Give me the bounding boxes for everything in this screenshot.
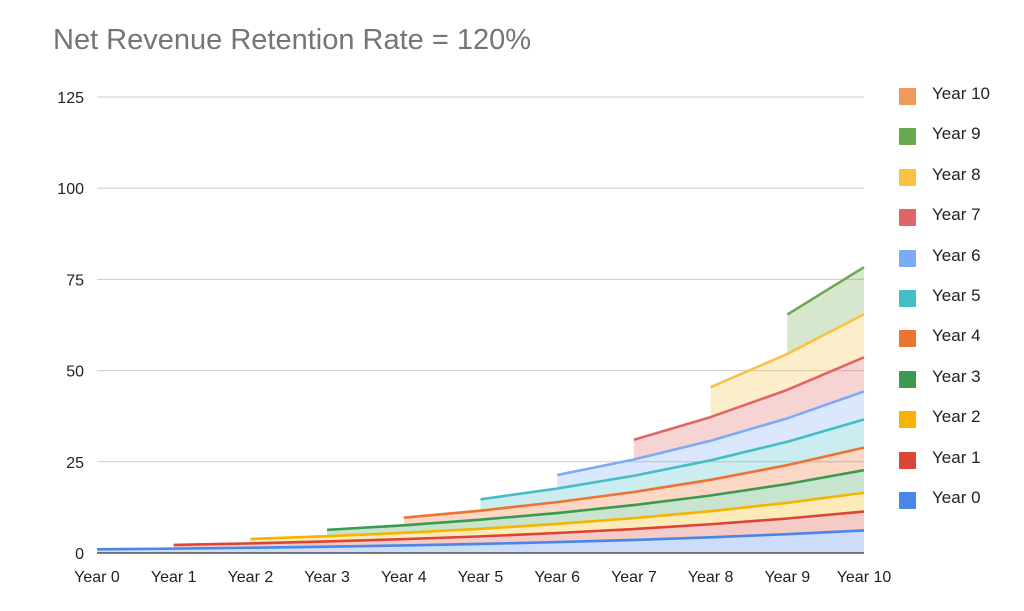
line-year-4 xyxy=(403,446,865,520)
line-year-3 xyxy=(327,468,865,532)
legend-label: Year 10 xyxy=(932,84,990,103)
area-year-9 xyxy=(787,267,864,354)
x-tick-label: Year 4 xyxy=(381,569,427,586)
legend-label: Year 8 xyxy=(932,164,981,184)
area-year-3 xyxy=(327,470,865,537)
legend-swatch xyxy=(899,168,916,186)
legend-swatch xyxy=(899,370,916,388)
y-tick-label: 100 xyxy=(57,181,84,198)
y-tick-label: 125 xyxy=(57,90,84,107)
y-tick-label: 50 xyxy=(66,364,84,381)
legend-swatch xyxy=(899,88,916,105)
y-tick-label: 25 xyxy=(66,455,84,472)
area-year-4 xyxy=(403,447,864,526)
line-year-5 xyxy=(480,418,865,501)
line-year-6 xyxy=(556,390,865,477)
legend-label: Year 5 xyxy=(932,285,981,305)
x-tick-label: Year 2 xyxy=(228,569,274,586)
x-tick-label: Year 9 xyxy=(764,569,810,586)
line-year-2 xyxy=(250,491,865,541)
line-year-7 xyxy=(633,356,865,442)
legend-label: Year 9 xyxy=(932,124,981,144)
chart-title: Net Revenue Retention Rate = 120% xyxy=(53,24,532,56)
area-year-5 xyxy=(480,419,864,511)
line-year-9 xyxy=(786,266,865,316)
x-tick-label: Year 8 xyxy=(688,569,734,586)
legend-swatch xyxy=(899,451,916,469)
legend-label: Year 2 xyxy=(932,407,981,427)
y-tick-label: 0 xyxy=(75,546,84,563)
x-tick-label: Year 6 xyxy=(534,569,580,586)
legend-swatch xyxy=(899,411,916,429)
y-tick-label: 75 xyxy=(66,272,84,289)
legend-label: Year 7 xyxy=(932,205,981,225)
x-tick-label: Year 10 xyxy=(837,569,892,586)
legend-label: Year 6 xyxy=(932,245,981,265)
legend-swatch xyxy=(899,249,916,267)
area-year-8 xyxy=(710,314,864,418)
area-year-6 xyxy=(557,391,864,489)
area-year-2 xyxy=(250,492,864,544)
x-tick-label: Year 5 xyxy=(458,569,504,586)
legend-label: Year 3 xyxy=(932,366,981,386)
line-year-0 xyxy=(96,529,865,551)
line-year-1 xyxy=(173,510,865,547)
legend-swatch xyxy=(899,209,916,227)
legend-swatch xyxy=(899,330,916,348)
x-tick-label: Year 0 xyxy=(74,569,120,586)
legend-label: Year 1 xyxy=(932,447,981,467)
area-year-1 xyxy=(173,511,864,549)
legend-label: Year 4 xyxy=(932,326,981,346)
legend-label: Year 0 xyxy=(932,487,981,507)
legend-swatch xyxy=(899,128,916,146)
x-tick-label: Year 3 xyxy=(304,569,350,586)
x-tick-label: Year 1 xyxy=(151,569,197,586)
line-year-8 xyxy=(710,313,865,389)
legend-swatch xyxy=(899,289,916,307)
x-tick-label: Year 7 xyxy=(611,569,657,586)
legend-swatch xyxy=(899,491,916,509)
